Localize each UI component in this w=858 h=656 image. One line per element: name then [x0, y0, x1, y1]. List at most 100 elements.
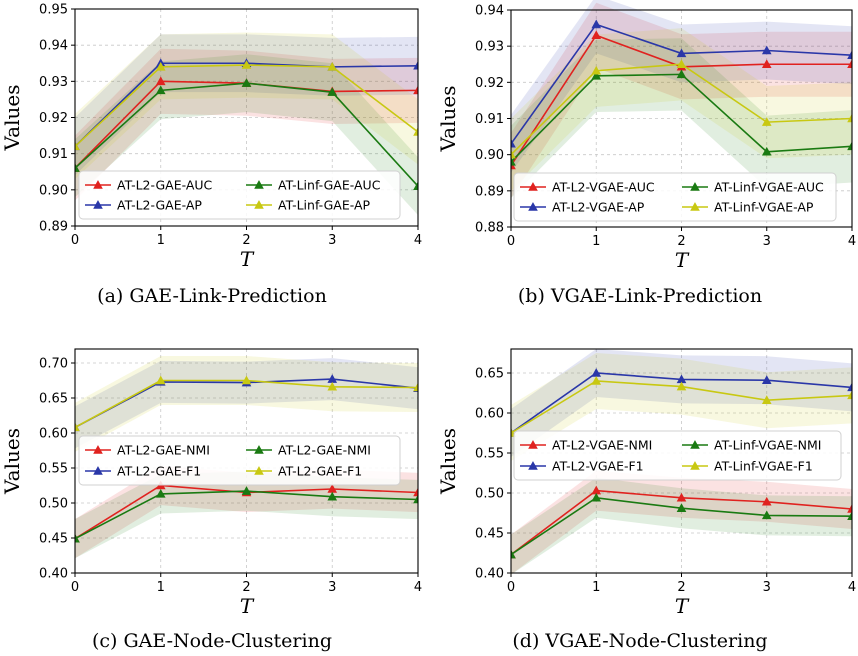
plot-frame [74, 8, 419, 227]
legend-box [513, 430, 842, 481]
data-point [591, 376, 602, 385]
series-band [511, 0, 852, 173]
data-point [155, 85, 166, 95]
data-point [676, 69, 687, 79]
data-point [761, 510, 772, 520]
ytick-label: 0.45 [475, 527, 504, 542]
xtick-label: 3 [763, 580, 771, 595]
data-point [155, 375, 166, 385]
data-point [676, 59, 687, 68]
xtick-label: 0 [71, 580, 79, 595]
data-point [676, 503, 687, 512]
xtick-label: 0 [71, 233, 79, 248]
ytick-label: 0.94 [475, 4, 504, 19]
legend-marker [254, 200, 264, 209]
data-point [155, 61, 166, 71]
legend-marker [528, 202, 538, 211]
ytick-label: 0.45 [39, 532, 68, 547]
xtick-label: 4 [414, 580, 422, 595]
legend-label: AT-L2-GAE-AUC [117, 178, 213, 193]
xtick-label: 3 [763, 234, 771, 249]
ytick-label: 0.60 [475, 407, 504, 422]
data-point [591, 65, 602, 75]
legend-label: AT-L2-VGAE-AP [552, 200, 645, 215]
data-point [413, 127, 418, 136]
xtick-label: 1 [592, 580, 600, 595]
data-point [327, 491, 338, 501]
ytick-label: 0.65 [475, 367, 504, 382]
y-axis-label: Values [0, 428, 24, 495]
data-point [761, 375, 772, 384]
legend-label: AT-Linf-GAE-AUC [278, 178, 381, 193]
y-axis-label: Values [436, 428, 460, 495]
data-point [676, 48, 687, 58]
data-point [413, 487, 418, 497]
ytick-label: 0.91 [475, 112, 504, 127]
chart-panel-2: 0.88 0.89 0.90 0.91 0.92 0.93 0.94 0 1 2 3 4 Values T… [436, 0, 856, 307]
legend-label: AT-Linf-VGAE-AUC [714, 180, 824, 195]
data-point [511, 549, 516, 559]
data-point [75, 141, 80, 151]
data-point [75, 422, 80, 432]
data-point [676, 381, 687, 391]
ytick-label: 0.95 [39, 3, 68, 18]
data-point [413, 181, 418, 190]
xtick-label: 0 [507, 580, 515, 595]
data-point [155, 76, 166, 86]
legend-marker [690, 440, 700, 449]
ytick-label: 0.91 [39, 147, 68, 162]
legend-box [78, 170, 401, 220]
panel-caption: (d) VGAE-Node-Clustering [512, 630, 767, 652]
ytick-label: 0.92 [39, 111, 68, 126]
legend-box [78, 435, 401, 486]
panel-caption: (b) VGAE-Link-Prediction [518, 285, 762, 307]
series-layer [511, 19, 852, 170]
data-point [241, 78, 252, 87]
xtick-label: 1 [157, 233, 165, 248]
data-point [413, 494, 418, 504]
legend-marker [93, 445, 103, 454]
data-point [591, 19, 602, 29]
series-layer [75, 374, 418, 543]
ytick-label: 0.50 [39, 497, 68, 512]
x-axis-label: T [240, 247, 255, 271]
legend-label: AT-Linf-VGAE-NMI [714, 438, 821, 453]
chart-panel-3: 0.40 0.45 0.50 0.55 0.60 0.65 0.70 0 1 2 3 4 Values T… [0, 348, 422, 652]
ytick-label: 0.93 [39, 75, 68, 90]
data-point [847, 141, 852, 151]
x-axis-label: T [675, 248, 690, 272]
data-point [413, 85, 418, 95]
data-point [511, 156, 516, 166]
legend-label: AT-L2-GAE-AP [117, 198, 202, 213]
data-point [847, 382, 852, 392]
legend-marker [93, 200, 103, 209]
data-point [511, 149, 516, 159]
legend-label: AT-Linf-VGAE-F1 [714, 459, 813, 474]
legend-marker [254, 466, 264, 475]
ytick-label: 0.40 [475, 567, 504, 582]
data-point [847, 504, 852, 513]
data-point [847, 511, 852, 520]
ytick-label: 0.94 [39, 39, 68, 54]
ytick-label: 0.40 [39, 567, 68, 582]
ytick-label: 0.92 [475, 76, 504, 91]
plot-frame [510, 348, 853, 574]
data-point [761, 117, 772, 126]
data-point [155, 488, 166, 498]
data-point [847, 50, 852, 59]
series-layer [75, 58, 418, 190]
xtick-label: 2 [677, 234, 685, 249]
legend-marker [93, 180, 103, 189]
y-axis-label: Values [436, 86, 460, 153]
data-point [327, 87, 338, 96]
data-point [511, 138, 516, 148]
legend-marker [93, 466, 103, 475]
ytick-label: 0.88 [475, 221, 504, 236]
xtick-label: 3 [328, 580, 336, 595]
legend-label: AT-L2-GAE-NMI [278, 443, 371, 458]
ytick-label: 0.90 [39, 183, 68, 198]
x-axis-label: T [240, 594, 255, 618]
ytick-label: 0.55 [39, 462, 68, 477]
xtick-label: 3 [328, 233, 336, 248]
